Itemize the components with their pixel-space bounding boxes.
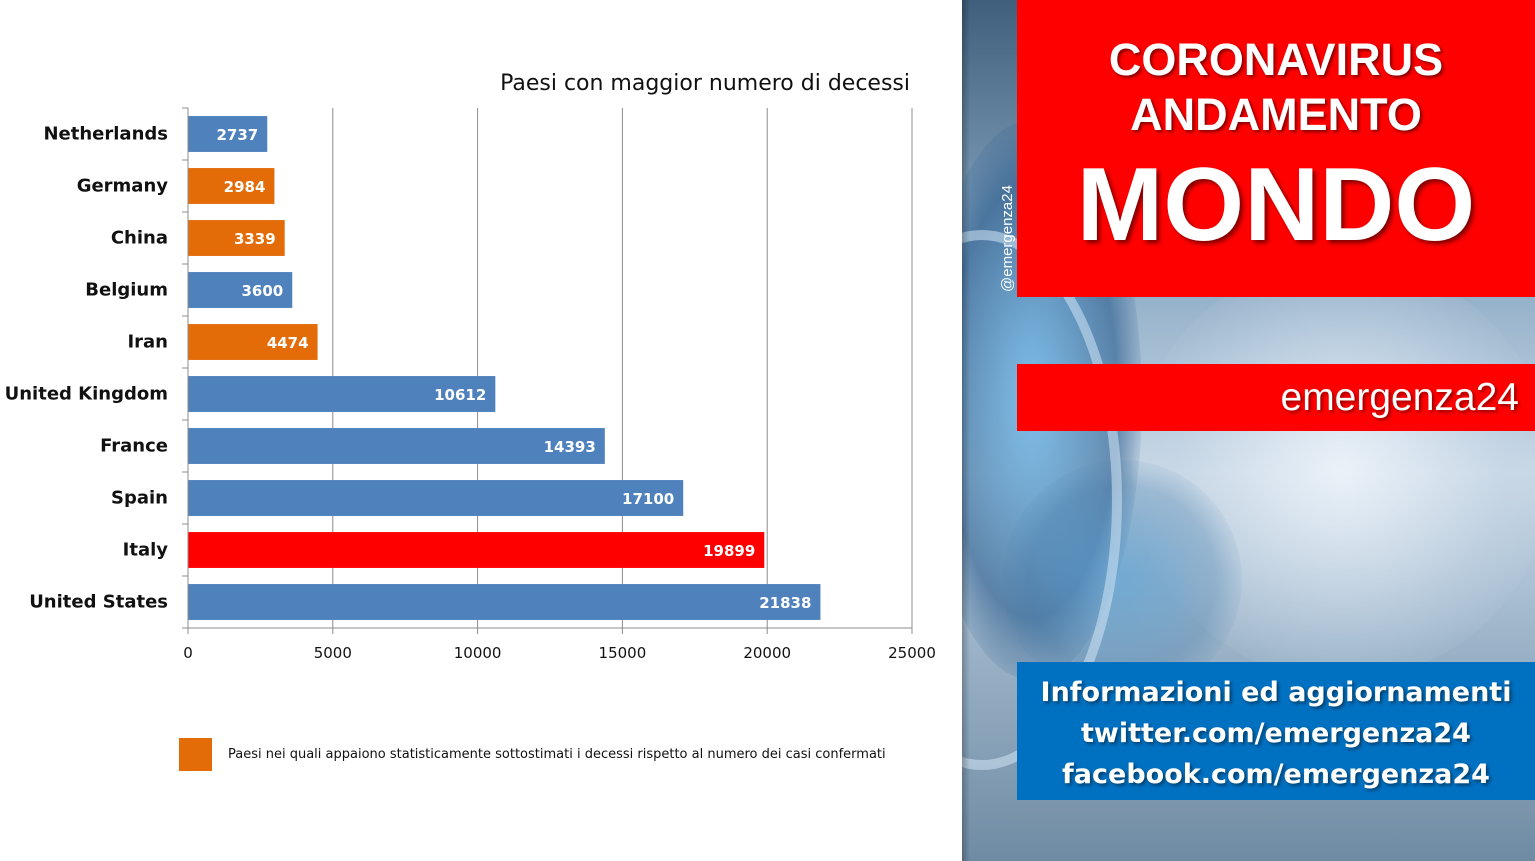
bar-spain [188,480,684,516]
category-label: United States [29,592,168,613]
headline-banner: CORONAVIRUS ANDAMENTO MONDO [1017,0,1535,297]
headline-line-coronavirus: CORONAVIRUS [1108,34,1444,85]
bar-value-label: 4474 [267,334,309,352]
chart-title: Paesi con maggior numero di decessi [500,71,910,96]
x-tick-label: 5000 [314,644,352,662]
bar-value-label: 3339 [234,230,276,248]
info-line-facebook: facebook.com/emergenza24 [1062,759,1490,790]
category-label: Netherlands [43,124,168,145]
category-label: Belgium [85,280,168,301]
x-tick-label: 15000 [599,644,647,662]
bar-chart: Paesi con maggior numero di decessi 2737… [5,71,936,662]
bar-value-label: 14393 [544,438,596,456]
category-label: United Kingdom [5,384,168,405]
category-label: China [111,228,168,249]
headline-line-mondo: MONDO [1076,147,1476,263]
x-tick-label: 20000 [743,644,791,662]
info-banner: Informazioni ed aggiornamenti twitter.co… [1017,662,1535,800]
x-tick-label: 0 [183,644,193,662]
bar-value-label: 21838 [759,594,811,612]
bar-value-label: 10612 [434,386,486,404]
bar-value-label: 19899 [703,542,755,560]
info-line-twitter: twitter.com/emergenza24 [1081,718,1471,749]
bar-value-label: 17100 [622,490,674,508]
category-label: Germany [77,176,169,197]
bar-united-kingdom [188,376,496,412]
info-line-heading: Informazioni ed aggiornamenti [1040,677,1512,708]
bar-france [188,428,605,464]
x-tick-label: 10000 [454,644,502,662]
bar-iran [188,324,318,360]
category-label: Spain [111,488,168,509]
bar-united-states [188,584,821,620]
chart-legend: Paesi nei quali appaiono statisticamente… [179,738,886,771]
bar-netherlands [188,116,268,152]
legend-swatch [179,738,212,771]
bar-belgium [188,272,293,308]
chart-panel: Paesi con maggior numero di decessi 2737… [4,71,936,771]
category-label: Italy [123,540,169,561]
category-label: Iran [127,332,168,353]
bar-germany [188,168,275,204]
x-tick-label: 25000 [888,644,936,662]
bar-china [188,220,285,256]
bar-value-label: 3600 [242,282,284,300]
bar-italy [188,532,765,568]
brand-banner: emergenza24 [1017,364,1535,431]
bar-value-label: 2737 [217,126,259,144]
legend-text: Paesi nei quali appaiono statisticamente… [228,747,886,762]
category-label: France [100,436,168,457]
bar-value-label: 2984 [224,178,266,196]
watermark-handle: @emergenza24 [999,185,1016,292]
headline-line-andamento: ANDAMENTO [1130,89,1422,140]
